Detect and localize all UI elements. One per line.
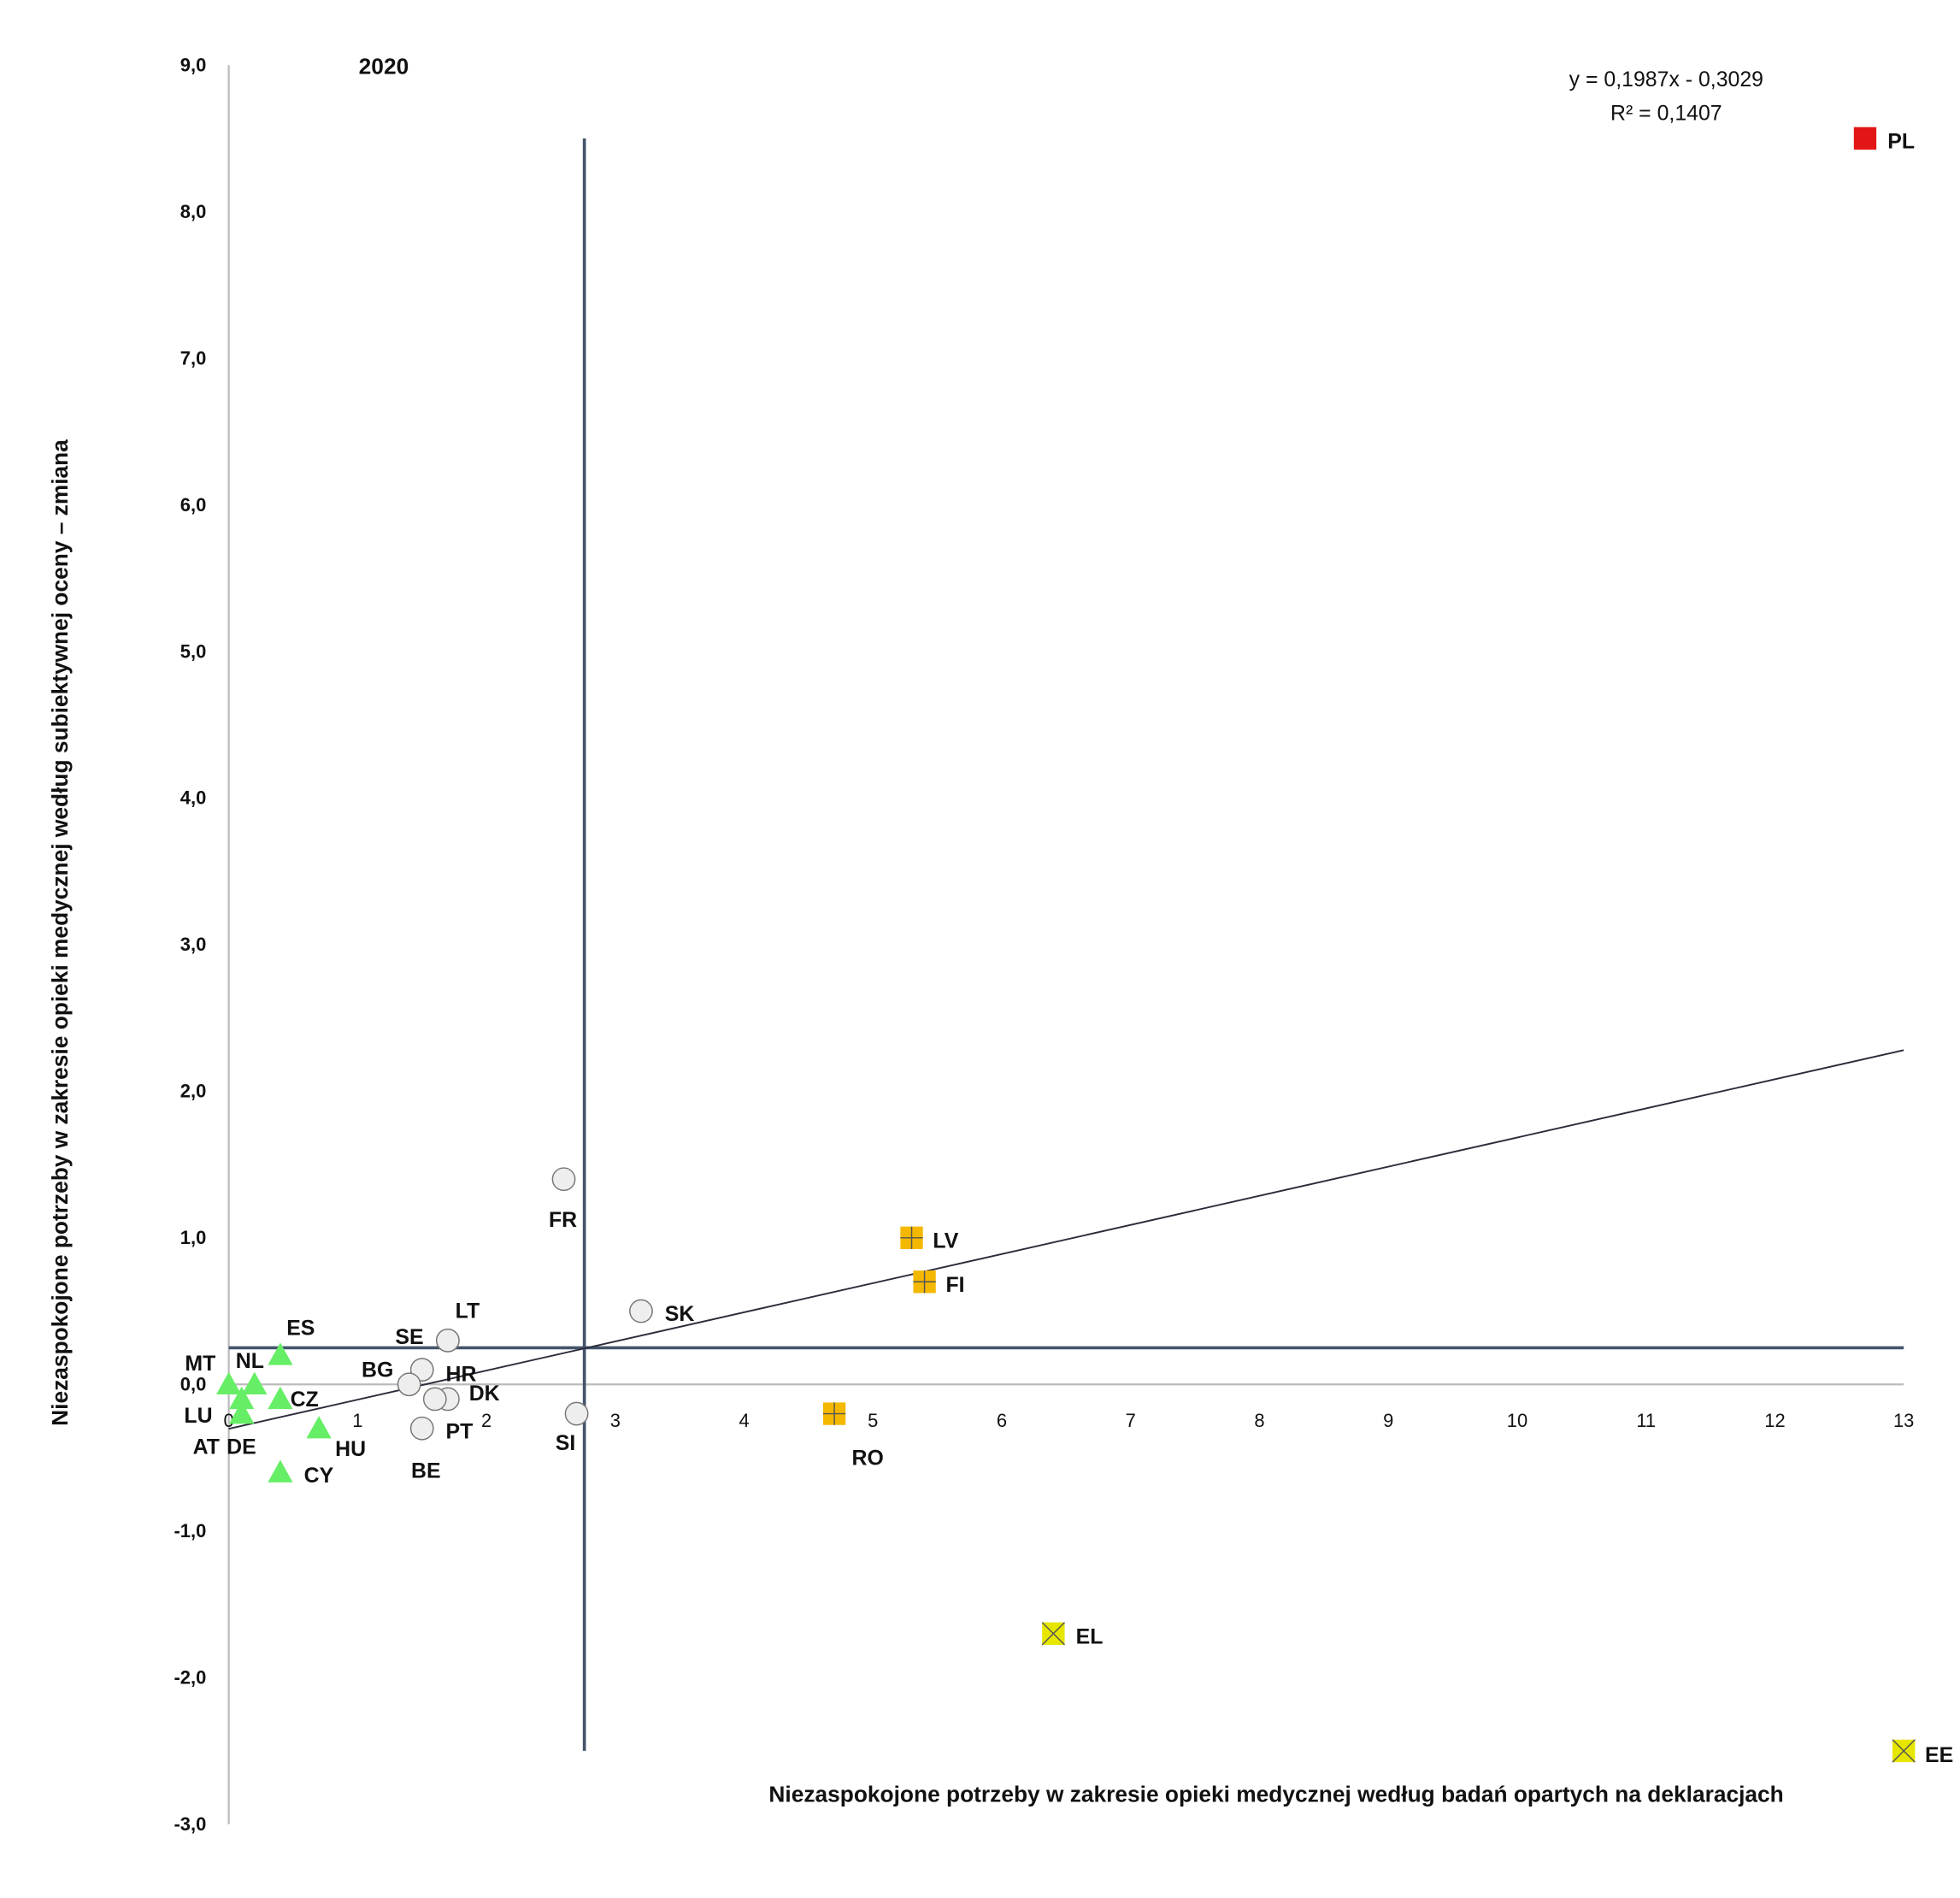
y-tick-label: 9,0 — [180, 54, 206, 75]
x-tick-label: 6 — [997, 1410, 1007, 1431]
y-tick-label: 5,0 — [180, 640, 206, 662]
point-hu — [306, 1416, 332, 1439]
point-label-es: ES — [286, 1317, 315, 1341]
point-bg — [397, 1372, 421, 1397]
y-tick-label: 6,0 — [180, 494, 206, 516]
point-nl — [242, 1371, 268, 1394]
point-label-el: EL — [1076, 1624, 1104, 1648]
chart-title: 2020 — [359, 53, 409, 79]
point-label-hr: HR — [446, 1362, 477, 1386]
point-label-hu: HU — [335, 1437, 366, 1461]
point-de — [229, 1400, 255, 1424]
point-label-cy: CY — [304, 1464, 334, 1488]
point-label-at: AT — [193, 1435, 220, 1459]
x-tick-label: 9 — [1383, 1410, 1393, 1431]
point-sk — [629, 1299, 653, 1323]
point-label-pt: PT — [446, 1419, 474, 1443]
x-tick-label: 11 — [1636, 1410, 1656, 1431]
point-label-ro: RO — [852, 1447, 884, 1471]
x-tick-label: 12 — [1764, 1410, 1785, 1431]
point-label-nl: NL — [236, 1349, 264, 1373]
y-tick-label: 1,0 — [180, 1227, 206, 1248]
point-label-pl: PL — [1887, 130, 1915, 154]
point-label-se: SE — [395, 1325, 423, 1349]
point-lu — [229, 1386, 255, 1410]
point-si — [564, 1401, 589, 1426]
point-label-fi: FI — [945, 1273, 964, 1297]
point-label-si: SI — [556, 1431, 575, 1455]
point-se — [435, 1328, 460, 1353]
y-axis-title: Niezaspokojone potrzeby w zakresie opiek… — [47, 439, 73, 1426]
point-marker-plus — [900, 1226, 923, 1249]
x-tick-label: 8 — [1254, 1410, 1264, 1431]
point-label-sk: SK — [665, 1302, 695, 1326]
point-label-be: BE — [411, 1459, 441, 1483]
x-tick-label: 2 — [481, 1410, 491, 1431]
y-tick-label: 0,0 — [180, 1374, 206, 1395]
point-label-fr: FR — [549, 1208, 577, 1232]
x-tick-label: 13 — [1893, 1410, 1914, 1431]
point-pl — [1853, 127, 1877, 150]
point-marker-plus — [913, 1270, 936, 1294]
y-tick-label: 4,0 — [180, 787, 206, 809]
point-label-de: DE — [227, 1435, 256, 1459]
x-axis-title: Niezaspokojone potrzeby w zakresie opiek… — [768, 1781, 1783, 1807]
point-es — [268, 1342, 293, 1365]
y-tick-label: 7,0 — [180, 347, 206, 368]
point-label-cz: CZ — [291, 1388, 319, 1412]
point-label-dk: DK — [469, 1382, 500, 1406]
point-pt — [409, 1416, 434, 1441]
x-tick-label: 0 — [224, 1410, 234, 1431]
y-tick-label: -1,0 — [174, 1520, 207, 1541]
y-tick-label: 3,0 — [180, 934, 206, 955]
y-tick-label: 8,0 — [180, 201, 206, 222]
trendline — [228, 1049, 1904, 1430]
y-tick-label: 2,0 — [180, 1081, 206, 1102]
point-be — [422, 1387, 447, 1412]
point-fr — [551, 1167, 576, 1192]
point-label-lu: LU — [184, 1404, 212, 1428]
trendline-r2: R² = 0,1407 — [1610, 101, 1722, 125]
point-label-mt: MT — [185, 1352, 215, 1376]
x-tick-label: 4 — [739, 1410, 749, 1431]
x-tick-label: 7 — [1126, 1410, 1136, 1431]
point-marker-plus — [822, 1402, 846, 1425]
point-label-ee: EE — [1925, 1743, 1953, 1767]
x-tick-label: 5 — [868, 1410, 878, 1431]
x-tick-label: 1 — [352, 1410, 362, 1431]
x-tick-label: 3 — [610, 1410, 621, 1431]
point-label-lt: LT — [456, 1300, 480, 1323]
y-tick-label: -3,0 — [174, 1813, 207, 1835]
x-tick-label: 10 — [1507, 1410, 1527, 1431]
point-marker-x — [1041, 1622, 1066, 1646]
point-label-lv: LV — [933, 1229, 958, 1253]
point-cz — [268, 1386, 293, 1410]
point-cy — [268, 1459, 293, 1482]
trendline-equation: y = 0,1987x - 0,3029 — [1569, 68, 1763, 91]
point-mt — [215, 1371, 242, 1394]
y-tick-label: -2,0 — [174, 1667, 207, 1689]
point-marker-x — [1892, 1739, 1916, 1763]
point-label-bg: BG — [362, 1358, 393, 1382]
